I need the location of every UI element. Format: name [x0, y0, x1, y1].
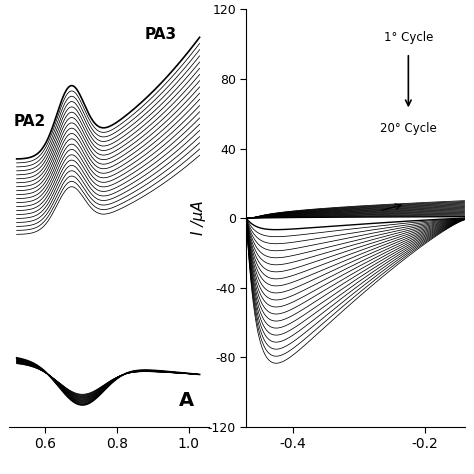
- Text: 1° Cycle: 1° Cycle: [383, 31, 433, 44]
- Text: PA2: PA2: [13, 114, 46, 129]
- Y-axis label: I /μA: I /μA: [191, 201, 206, 236]
- Text: 20° Cycle: 20° Cycle: [380, 122, 437, 136]
- Text: A: A: [179, 391, 194, 410]
- Text: PA3: PA3: [145, 27, 177, 42]
